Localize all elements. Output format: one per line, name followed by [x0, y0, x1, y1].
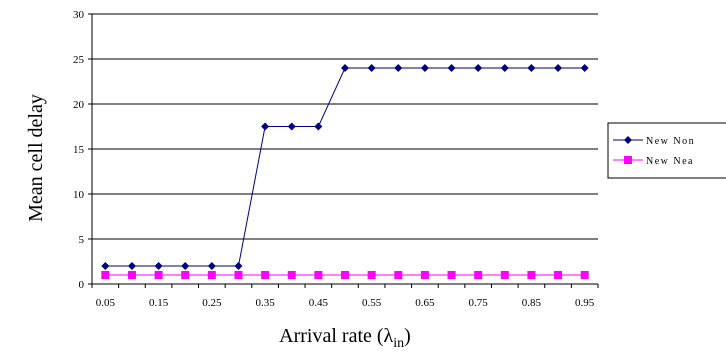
data-point — [101, 262, 110, 270]
data-point — [554, 271, 563, 279]
series-2 — [101, 271, 589, 279]
data-point — [287, 271, 296, 279]
data-point — [234, 262, 243, 270]
data-point — [181, 271, 190, 279]
data-point — [154, 262, 163, 270]
data-point — [341, 64, 349, 72]
data-point — [314, 271, 323, 279]
y-tick-label: 5 — [79, 234, 85, 246]
data-point — [527, 271, 536, 279]
x-axis-title-close: ) — [404, 325, 411, 347]
x-tick-labels: 0.05 0.15 0.25 0.35 0.45 0.55 0.65 0.75 0.85 0.95 — [91, 284, 599, 309]
x-axis-title-sub: in — [393, 336, 404, 351]
data-point — [420, 271, 429, 279]
data-point — [341, 271, 349, 279]
data-point — [554, 64, 563, 72]
x-axis-title-main: Arrival rate (λ — [279, 325, 393, 347]
legend: New Non New Nea — [607, 122, 726, 179]
legend-label: New Nea — [646, 156, 694, 167]
gridlines — [92, 13, 598, 240]
data-point — [500, 271, 509, 279]
data-point — [127, 262, 136, 270]
legend-box — [607, 122, 726, 179]
x-tick-label: 0.75 — [469, 297, 489, 309]
x-tick-label: 0.95 — [575, 297, 595, 309]
legend-entry-2: New Nea — [613, 156, 694, 167]
data-point — [287, 122, 296, 131]
data-point — [580, 271, 589, 279]
data-point — [207, 271, 216, 279]
x-tick-label: 0.35 — [255, 297, 275, 309]
data-point — [474, 271, 483, 279]
y-tick-labels: 0 5 10 15 20 25 30 — [73, 9, 92, 291]
data-point — [261, 122, 270, 131]
legend-marker — [624, 156, 632, 164]
y-axis-title: Mean cell delay — [25, 94, 47, 222]
data-point — [447, 64, 456, 72]
data-point — [420, 64, 429, 72]
data-point — [367, 271, 376, 279]
series-1 — [101, 64, 589, 270]
y-tick-label: 10 — [73, 189, 85, 201]
data-point — [207, 262, 216, 270]
series-line — [105, 67, 585, 267]
legend-label: New Non — [646, 136, 695, 147]
legend-marker — [624, 136, 632, 144]
series-layer — [101, 64, 589, 279]
data-point — [394, 64, 403, 72]
x-tick-label: 0.85 — [522, 297, 542, 309]
x-tick-label: 0.45 — [309, 297, 329, 309]
data-point — [527, 64, 536, 72]
data-point — [181, 262, 190, 270]
y-tick-label: 25 — [73, 54, 85, 66]
data-point — [447, 271, 456, 279]
data-point — [154, 271, 163, 279]
y-tick-label: 30 — [73, 9, 85, 21]
y-tick-label: 0 — [79, 279, 85, 291]
x-tick-label: 0.15 — [149, 297, 169, 309]
data-point — [101, 271, 110, 279]
x-axis-title: Arrival rate (λin) — [279, 325, 411, 351]
data-point — [234, 271, 243, 279]
data-point — [500, 64, 509, 72]
legend-entry-1: New Non — [613, 136, 695, 147]
data-point — [261, 271, 270, 279]
x-tick-label: 0.05 — [96, 297, 116, 309]
data-point — [127, 271, 136, 279]
data-point — [367, 64, 376, 72]
data-point — [580, 64, 589, 72]
y-tick-label: 20 — [73, 99, 85, 111]
x-tick-label: 0.65 — [415, 297, 435, 309]
y-tick-label: 15 — [73, 144, 85, 156]
data-point — [474, 64, 483, 72]
x-tick-label: 0.25 — [202, 297, 222, 309]
data-point — [394, 271, 403, 279]
data-point — [314, 122, 323, 131]
x-tick-label: 0.55 — [362, 297, 382, 309]
